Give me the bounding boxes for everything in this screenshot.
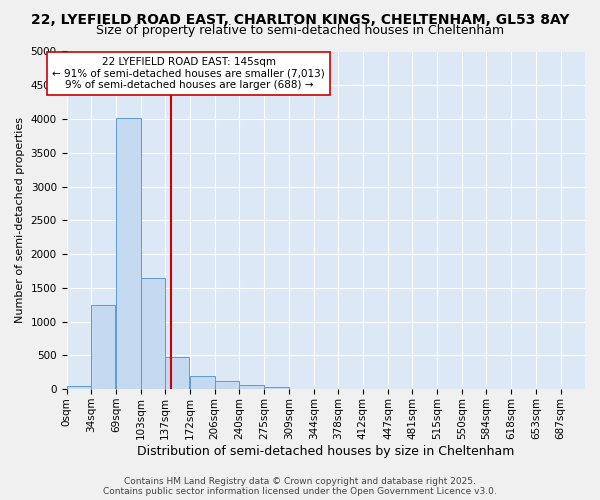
Text: Size of property relative to semi-detached houses in Cheltenham: Size of property relative to semi-detach… — [96, 24, 504, 37]
Bar — [289, 388, 313, 389]
Bar — [239, 386, 263, 389]
X-axis label: Distribution of semi-detached houses by size in Cheltenham: Distribution of semi-detached houses by … — [137, 444, 514, 458]
Bar — [165, 357, 190, 389]
Bar — [215, 382, 239, 389]
Text: Contains HM Land Registry data © Crown copyright and database right 2025.
Contai: Contains HM Land Registry data © Crown c… — [103, 476, 497, 496]
Bar — [264, 387, 289, 389]
Y-axis label: Number of semi-detached properties: Number of semi-detached properties — [15, 118, 25, 324]
Bar — [116, 118, 140, 389]
Text: 22 LYEFIELD ROAD EAST: 145sqm
← 91% of semi-detached houses are smaller (7,013)
: 22 LYEFIELD ROAD EAST: 145sqm ← 91% of s… — [52, 57, 325, 90]
Text: 22, LYEFIELD ROAD EAST, CHARLTON KINGS, CHELTENHAM, GL53 8AY: 22, LYEFIELD ROAD EAST, CHARLTON KINGS, … — [31, 12, 569, 26]
Bar — [91, 305, 115, 389]
Bar — [140, 278, 165, 389]
Bar — [190, 376, 215, 389]
Bar — [67, 386, 91, 389]
